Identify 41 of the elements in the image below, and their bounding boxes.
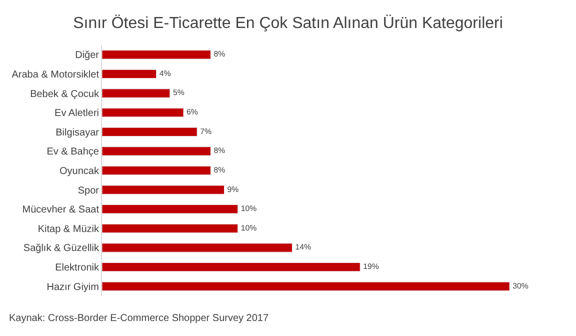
y-tick-label: Diğer [75,50,100,62]
bar [102,166,211,176]
data-label: 8% [214,50,226,59]
data-label: 7% [200,126,212,136]
bar [102,282,510,291]
y-tick-label: Bebek & Çocuk [30,88,100,100]
data-label: 5% [172,88,184,98]
bar [102,50,211,60]
bar [102,204,238,214]
bar [102,224,238,234]
y-tick-label: Bilgisayar [56,127,100,138]
y-tick-label: Ev Aletleri [54,108,99,120]
data-label: 8% [214,165,226,174]
y-tick-label: Kitap & Müzik [38,224,100,235]
bar [102,243,292,252]
y-tick-label: Mücevher & Saat [22,204,100,216]
data-label: 8% [214,146,226,156]
data-label: 14% [295,242,311,252]
bar [102,262,360,272]
data-label: 19% [363,262,379,272]
y-tick-label: Hazır Giyim [46,282,99,293]
bar [102,146,211,156]
chart-title: Sınır Ötesi E-Ticarette En Çok Satın Alınan Ürün Kategorileri [73,14,503,32]
bar [102,69,157,79]
y-tick-label: Oyuncak [60,166,100,177]
data-label: 10% [240,223,257,232]
bar [102,108,184,118]
bar [102,127,198,136]
y-tick-label: Araba & Motorsiklet [12,69,100,80]
y-tick-label: Ev & Bahçe [46,146,100,158]
data-label: 9% [227,184,239,194]
bar [102,88,170,98]
y-tick-label: Sağlık & Güzellik [23,243,100,254]
data-label: 6% [186,108,198,117]
bar [102,185,225,194]
data-label: 10% [240,204,257,214]
data-label: 30% [512,281,528,290]
text: Kaynak: Cross-Border E-Commerce Shopper Survey 2017 [9,313,269,324]
y-tick-label: Spor [78,185,100,196]
data-label: 4% [159,68,171,78]
y-tick-label: Elektronik [55,262,100,274]
